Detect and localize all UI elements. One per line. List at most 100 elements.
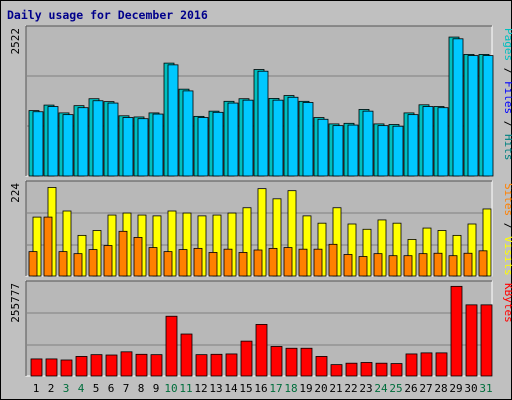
visits-bar-sites <box>358 256 368 277</box>
x-tick-label: 25 <box>389 382 402 395</box>
x-tick-label: 22 <box>344 382 357 395</box>
visits-bar-sites <box>118 230 128 277</box>
kbytes-bar-kbytes <box>360 362 373 377</box>
hits-bar-files <box>317 118 329 177</box>
visits-bar-sites <box>133 237 143 277</box>
kbytes-y-max-label: 255777 <box>9 283 22 323</box>
hits-bar-files <box>122 117 134 177</box>
visits-bar-sites <box>73 253 83 277</box>
visits-bar-sites <box>373 253 383 277</box>
hits-series-label: Pages / Files / Hits <box>502 28 512 161</box>
kbytes-bar-kbytes <box>420 352 433 377</box>
hits-bar-files <box>32 111 44 177</box>
visits-bar-sites <box>478 250 488 277</box>
kbytes-bar-kbytes <box>105 354 118 377</box>
visits-bar-sites <box>388 255 398 277</box>
x-tick-label: 31 <box>479 382 492 395</box>
hits-bar-files <box>167 64 179 177</box>
x-tick-label: 23 <box>359 382 372 395</box>
hits-bar-files <box>62 114 74 177</box>
x-tick-label: 19 <box>299 382 312 395</box>
visits-bar-sites <box>193 247 203 277</box>
visits-panel: 224 Sites / Visits <box>9 180 512 277</box>
hits-bar-files <box>212 111 224 177</box>
visits-series-label: Sites / Visits <box>502 183 512 276</box>
visits-bar-sites <box>433 252 443 277</box>
x-tick-label: 13 <box>209 382 222 395</box>
visits-bar-sites <box>238 252 248 277</box>
hits-series-label-part: Hits <box>502 134 512 161</box>
kbytes-bar-kbytes <box>75 356 88 377</box>
x-tick-label: 21 <box>329 382 342 395</box>
hits-bar-files <box>137 118 149 177</box>
hits-bar-files <box>332 125 344 177</box>
x-tick-label: 12 <box>194 382 207 395</box>
x-tick-label: 14 <box>224 382 238 395</box>
hits-bar-files <box>242 99 254 177</box>
x-tick-label: 7 <box>123 382 130 395</box>
visits-bar-sites <box>103 245 113 277</box>
hits-series-label-part: / <box>502 61 512 81</box>
kbytes-bar-kbytes <box>450 285 463 377</box>
visits-series-label-part: / <box>502 216 512 236</box>
hits-bar-files <box>347 124 359 177</box>
visits-bar-sites <box>463 252 473 277</box>
hits-bar-files <box>407 114 419 177</box>
kbytes-bar-kbytes <box>30 358 43 377</box>
kbytes-bar-kbytes <box>210 353 223 377</box>
hits-bar-files <box>482 55 494 177</box>
hits-bar-files <box>182 90 194 177</box>
hits-bar-files <box>92 100 104 177</box>
hits-bar-files <box>287 96 299 177</box>
kbytes-bar-kbytes <box>90 354 103 377</box>
kbytes-bar-kbytes <box>195 354 208 377</box>
x-tick-label: 5 <box>93 382 100 395</box>
x-tick-label: 3 <box>63 382 70 395</box>
kbytes-bar-kbytes <box>285 347 298 377</box>
hits-bar-files <box>197 117 209 177</box>
hits-bar-files <box>107 102 119 177</box>
visits-bar-sites <box>88 249 98 277</box>
visits-bar-sites <box>148 247 158 277</box>
x-tick-label: 15 <box>239 382 252 395</box>
kbytes-bar-kbytes <box>435 352 448 377</box>
kbytes-bar-kbytes <box>390 363 403 377</box>
visits-bar-sites <box>28 251 38 277</box>
visits-bar-sites <box>208 252 218 277</box>
hits-bar-files <box>47 106 59 177</box>
hits-bar-files <box>227 102 239 177</box>
kbytes-bar-kbytes <box>405 353 418 377</box>
kbytes-bar-kbytes <box>180 333 193 377</box>
x-tick-label: 17 <box>269 382 282 395</box>
visits-y-max-label: 224 <box>9 183 22 203</box>
chart-title: Daily usage for December 2016 <box>7 8 208 22</box>
visits-bar-sites <box>163 251 173 277</box>
hits-bar-files <box>362 110 374 177</box>
kbytes-bar-kbytes <box>255 324 268 377</box>
kbytes-bar-kbytes <box>270 346 283 377</box>
hits-bar-files <box>302 102 314 177</box>
visits-bar-sites <box>283 247 293 277</box>
x-tick-label: 4 <box>78 382 85 395</box>
x-tick-label: 30 <box>464 382 477 395</box>
kbytes-bar-kbytes <box>375 362 388 377</box>
x-tick-label: 29 <box>449 382 462 395</box>
kbytes-bar-kbytes <box>150 354 163 377</box>
hits-bar-files <box>452 38 464 177</box>
kbytes-bar-kbytes <box>300 347 313 377</box>
kbytes-bar-kbytes <box>465 304 478 377</box>
visits-bar-sites <box>43 216 53 277</box>
kbytes-bar-kbytes <box>60 359 73 377</box>
hits-bar-files <box>377 125 389 177</box>
x-tick-label: 9 <box>153 382 160 395</box>
hits-bar-files <box>272 99 284 177</box>
visits-bar-sites <box>328 243 338 277</box>
x-tick-label: 2 <box>48 382 55 395</box>
visits-bar-sites <box>418 253 428 277</box>
visits-bar-sites <box>298 248 308 277</box>
kbytes-bar-kbytes <box>240 340 253 377</box>
visits-bar-sites <box>343 254 353 277</box>
x-tick-label: 10 <box>164 382 177 395</box>
hits-bar-files <box>257 70 269 177</box>
